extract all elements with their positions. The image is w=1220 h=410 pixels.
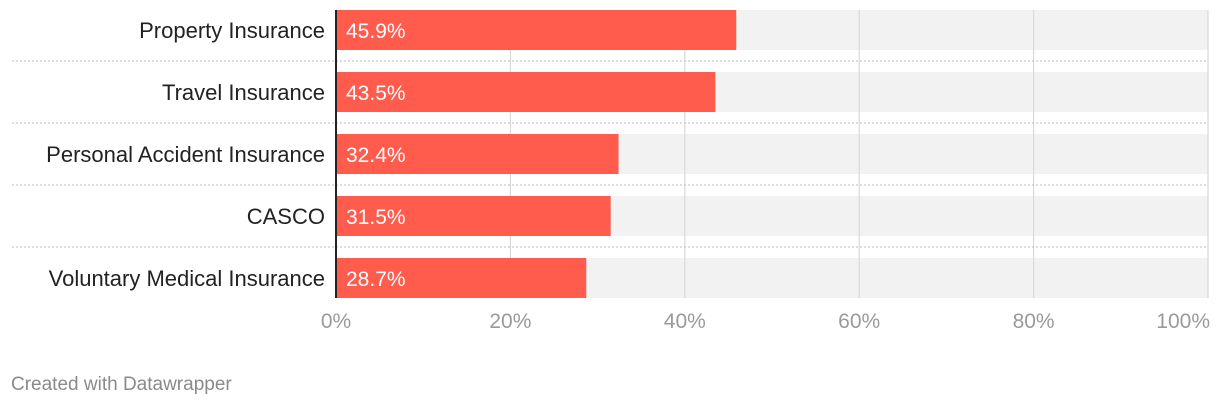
bar <box>336 196 611 236</box>
category-labels: Property Insurance Travel Insurance Person… <box>46 18 325 291</box>
bars <box>336 10 737 298</box>
bar <box>336 10 737 50</box>
value-label: 28.7% <box>346 268 406 291</box>
value-label: 31.5% <box>346 206 406 229</box>
value-labels: 45.9% 43.5% 32.4% 31.5% 28.7% <box>346 20 406 291</box>
value-label: 45.9% <box>346 20 406 43</box>
bar <box>336 258 587 298</box>
x-tick-label: 60% <box>838 310 880 333</box>
x-tick-label: 100% <box>1156 310 1210 333</box>
category-label: Voluntary Medical Insurance <box>49 266 325 291</box>
category-label: CASCO <box>247 204 325 229</box>
x-axis-ticks: 0% 20% 40% 60% 80% 100% <box>321 310 1210 333</box>
category-label: Travel Insurance <box>162 80 325 105</box>
x-tick-label: 20% <box>489 310 531 333</box>
bar <box>336 72 716 112</box>
category-label: Property Insurance <box>139 18 325 43</box>
credit-text: Created with Datawrapper <box>11 374 232 395</box>
x-tick-label: 80% <box>1013 310 1055 333</box>
category-label: Personal Accident Insurance <box>46 142 325 167</box>
x-tick-label: 0% <box>321 310 351 333</box>
bar-chart: Property Insurance Travel Insurance Person… <box>12 10 1210 333</box>
value-label: 32.4% <box>346 144 406 167</box>
x-tick-label: 40% <box>664 310 706 333</box>
row-separators <box>12 60 1208 248</box>
value-label: 43.5% <box>346 82 406 105</box>
bar <box>336 134 619 174</box>
